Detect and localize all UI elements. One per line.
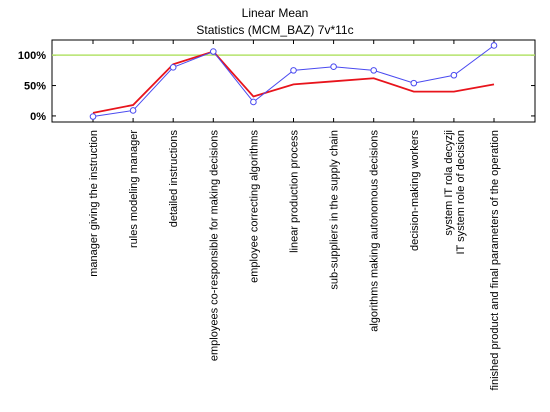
series-2-point — [89, 113, 97, 120]
series-1-line — [92, 50, 495, 114]
x-tick-label: linear production process — [289, 130, 301, 253]
chart-subtitle: Statistics (MCM_BAZ) 7v*11c — [196, 23, 354, 37]
series-2-point — [210, 48, 217, 55]
series-2-point — [450, 71, 458, 79]
series-2-point — [370, 67, 378, 74]
series-2-point — [129, 107, 137, 114]
chart-title: Linear Mean — [241, 6, 309, 20]
x-tick-label: employees co-responsible for making deci… — [208, 130, 220, 362]
series-2-point — [490, 42, 498, 49]
x-tick-label: algorithms making autonomous decisions — [369, 130, 381, 332]
y-tick-label: 0% — [30, 111, 46, 123]
x-tick-label: manager giving the instruction — [88, 130, 100, 277]
y-tick-label: 50% — [24, 81, 46, 93]
x-tick-label: employee correcting algorithms — [248, 130, 260, 283]
x-tick-label: sub-suppliers in the supply chain — [329, 130, 341, 290]
series-2-point — [250, 98, 257, 106]
x-tick-label: finished product and final parameters of… — [489, 130, 501, 391]
x-tick-label: system IT rola decyzjiIT system role of … — [443, 130, 467, 255]
series-2-point — [410, 79, 418, 87]
plot-frame — [51, 39, 536, 123]
series-2-point — [169, 64, 177, 71]
series-2-point — [330, 63, 337, 71]
x-tick-label: decision-making workers — [409, 130, 421, 252]
x-tick-label: detailed instructions — [168, 130, 180, 228]
series-2-point — [290, 67, 297, 74]
series-2-line — [92, 45, 495, 118]
y-tick-label: 100% — [18, 50, 46, 62]
x-tick-label: rules modeling manager — [128, 130, 140, 248]
